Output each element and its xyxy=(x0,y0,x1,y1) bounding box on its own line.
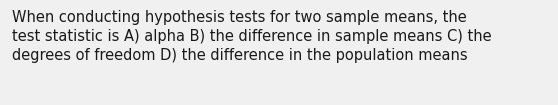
Text: degrees of freedom D) the difference in the population means: degrees of freedom D) the difference in … xyxy=(12,48,468,63)
Text: When conducting hypothesis tests for two sample means, the: When conducting hypothesis tests for two… xyxy=(12,10,466,25)
Text: test statistic is A) alpha B) the difference in sample means C) the: test statistic is A) alpha B) the differ… xyxy=(12,29,492,44)
